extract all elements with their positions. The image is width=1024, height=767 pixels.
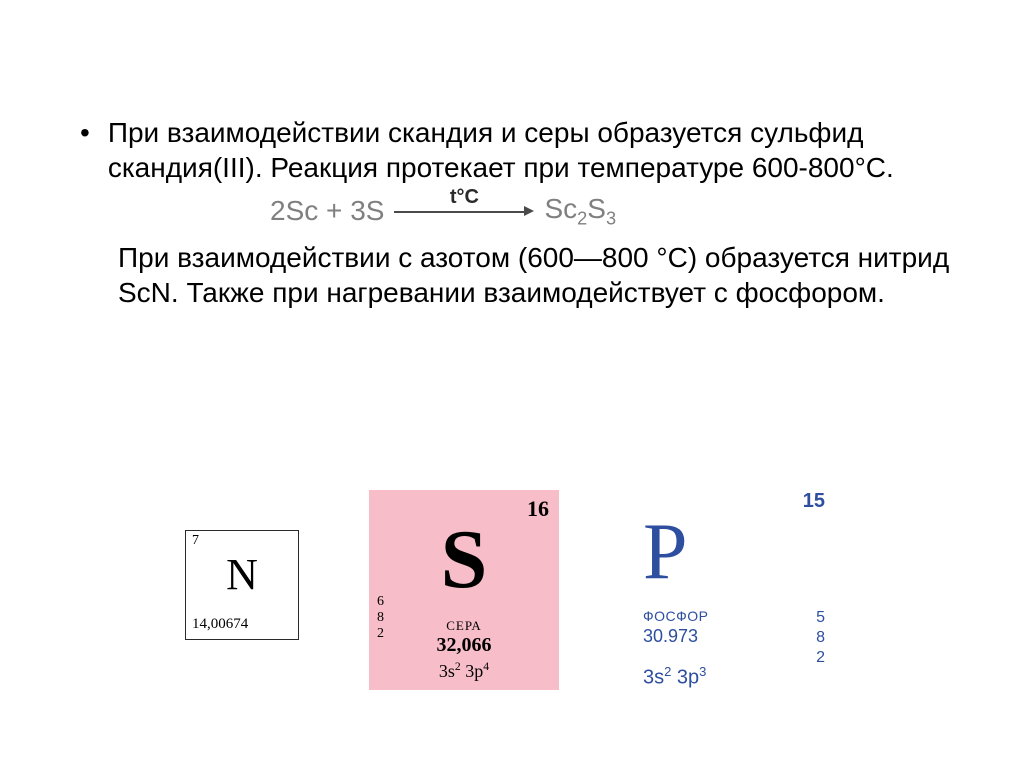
reaction-arrow: t°C (394, 200, 534, 223)
bullet-item-1: • При взаимодействии скандия и серы обра… (60, 115, 964, 185)
element-card-sulfur: 16 S 6 8 2 СЕРА 32,066 3s2 3p4 (369, 490, 559, 690)
s-config-sup2: 4 (483, 660, 489, 673)
paragraph-1: При взаимодействии скандия и серы образу… (108, 115, 964, 185)
p-shell-1: 8 (816, 628, 825, 648)
p-electron-config: 3s2 3p3 (643, 664, 706, 690)
p-symbol: P (643, 512, 688, 592)
s-electron-config: 3s2 3p4 (369, 660, 559, 682)
element-card-phosphorus: 15 P ФОСФОР 30.973 5 8 2 3s2 3p3 (629, 490, 839, 700)
p-config-base2: 3p (677, 667, 699, 689)
eq-coef-2: 3 (350, 195, 366, 226)
s-config-base1: 3s (439, 661, 455, 681)
s-config-base2: 3p (465, 661, 483, 681)
p-config-base1: 3s (643, 667, 664, 689)
n-atomic-mass: 14,00674 (192, 616, 248, 633)
p-electron-shells: 5 8 2 (816, 608, 825, 668)
s-symbol: S (369, 518, 559, 602)
n-atomic-number: 7 (192, 533, 199, 549)
eq-lhs: 2Sc + 3S (270, 195, 384, 227)
p-element-name: ФОСФОР (643, 608, 709, 624)
eq-coef-1: 2 (270, 195, 286, 226)
eq-rhs: Sc2S3 (544, 193, 616, 230)
s-element-name: СЕРА (369, 618, 559, 634)
p-config-sup2: 3 (699, 664, 706, 679)
arrow-condition-label: t°C (446, 186, 483, 209)
bullet-marker: • (80, 115, 90, 150)
element-cards-row: 7 N 14,00674 16 S 6 8 2 СЕРА 32,066 3s2 … (0, 490, 1024, 700)
eq-plus: + (318, 195, 350, 226)
s-shell-0: 6 (377, 594, 384, 610)
eq-el-1: Sc (286, 195, 319, 226)
s-atomic-mass: 32,066 (369, 634, 559, 657)
chemical-equation: 2Sc + 3S t°C Sc2S3 (60, 193, 964, 230)
arrow-line (394, 211, 526, 213)
eq-el-2: S (366, 195, 385, 226)
element-card-nitrogen: 7 N 14,00674 (185, 530, 299, 640)
p-shell-0: 5 (816, 608, 825, 628)
p-atomic-mass: 30.973 (643, 626, 698, 647)
n-symbol: N (186, 553, 298, 597)
slide-content: • При взаимодействии скандия и серы обра… (0, 0, 1024, 310)
eq-rhs-el2: S (587, 193, 606, 224)
eq-rhs-sub2: 3 (606, 209, 616, 229)
p-atomic-number: 15 (803, 490, 825, 513)
eq-rhs-el1: Sc (544, 193, 577, 224)
s-config-sup1: 2 (455, 660, 461, 673)
p-shell-2: 2 (816, 648, 825, 668)
eq-rhs-sub1: 2 (577, 209, 587, 229)
paragraph-2: При взаимодействии с азотом (600—800 °С)… (118, 240, 954, 310)
arrow-head (524, 206, 534, 216)
